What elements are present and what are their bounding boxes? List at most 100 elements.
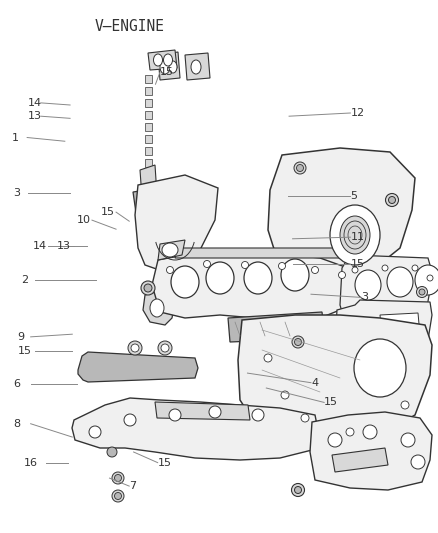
Ellipse shape [294,162,306,174]
Polygon shape [380,313,420,337]
Ellipse shape [292,483,304,497]
Polygon shape [238,315,432,438]
Text: 3: 3 [361,293,368,302]
Ellipse shape [354,339,406,397]
Polygon shape [332,448,388,472]
Text: 13: 13 [28,111,42,121]
Ellipse shape [161,344,169,352]
Ellipse shape [389,197,396,204]
Ellipse shape [297,165,304,172]
Polygon shape [145,111,152,119]
Ellipse shape [141,281,155,295]
Ellipse shape [340,216,370,254]
Ellipse shape [244,262,272,294]
Polygon shape [135,175,218,272]
Polygon shape [268,148,415,280]
Polygon shape [340,255,432,322]
Polygon shape [140,165,157,198]
Polygon shape [143,288,175,325]
Text: 13: 13 [57,241,71,251]
Ellipse shape [252,409,264,421]
Polygon shape [145,75,152,83]
Text: 16: 16 [24,458,38,467]
Text: 8: 8 [13,419,20,429]
Polygon shape [155,402,250,420]
Ellipse shape [401,401,409,409]
Ellipse shape [163,54,173,66]
Ellipse shape [209,406,221,418]
Ellipse shape [144,284,152,292]
Ellipse shape [169,61,177,73]
Polygon shape [158,52,180,80]
Polygon shape [72,398,318,460]
Text: 15: 15 [158,458,172,467]
Polygon shape [148,50,177,70]
Ellipse shape [131,344,139,352]
Text: V–ENGINE: V–ENGINE [94,19,164,34]
Ellipse shape [112,490,124,502]
Ellipse shape [171,266,199,298]
Ellipse shape [355,270,381,300]
Ellipse shape [150,299,164,317]
Polygon shape [145,135,152,143]
Text: 2: 2 [21,275,28,285]
Ellipse shape [292,336,304,348]
Ellipse shape [412,265,418,271]
Ellipse shape [382,265,388,271]
Text: 9: 9 [18,332,25,342]
Ellipse shape [206,262,234,294]
Ellipse shape [401,433,415,447]
Ellipse shape [415,265,438,295]
Ellipse shape [162,243,178,257]
Ellipse shape [294,487,301,494]
Ellipse shape [158,341,172,355]
Text: 3: 3 [13,188,20,198]
Polygon shape [145,159,152,167]
Text: 15: 15 [324,398,338,407]
Ellipse shape [89,426,101,438]
Ellipse shape [385,193,399,206]
Polygon shape [175,248,348,258]
Ellipse shape [411,455,425,469]
Ellipse shape [419,289,425,295]
Polygon shape [228,312,325,342]
Text: 7: 7 [129,481,136,491]
Polygon shape [335,300,432,365]
Ellipse shape [107,447,117,457]
Ellipse shape [417,287,427,297]
Text: 15: 15 [350,259,364,269]
Text: 10: 10 [77,215,91,225]
Text: 4: 4 [311,378,318,387]
Ellipse shape [281,391,289,399]
Ellipse shape [330,205,380,265]
Ellipse shape [294,338,301,345]
Polygon shape [145,123,152,131]
Polygon shape [78,352,198,382]
Ellipse shape [328,433,342,447]
Ellipse shape [279,262,286,270]
Text: 1: 1 [12,133,19,142]
Ellipse shape [346,428,354,436]
Polygon shape [310,412,432,490]
Ellipse shape [281,259,309,291]
Ellipse shape [352,267,358,273]
Text: 11: 11 [350,232,364,242]
Text: 6: 6 [13,379,20,389]
Ellipse shape [191,60,201,74]
Text: 15: 15 [101,207,115,217]
Text: 12: 12 [350,108,364,118]
Ellipse shape [128,341,142,355]
Ellipse shape [153,54,162,66]
Ellipse shape [166,266,173,273]
Ellipse shape [160,60,170,74]
Ellipse shape [427,275,433,281]
Text: 15: 15 [18,346,32,356]
Ellipse shape [112,472,124,484]
Text: 15: 15 [160,68,174,77]
Ellipse shape [124,414,136,426]
Text: 5: 5 [350,191,357,201]
Ellipse shape [339,271,346,279]
Ellipse shape [387,267,413,297]
Text: 14: 14 [28,98,42,108]
Polygon shape [145,147,152,155]
